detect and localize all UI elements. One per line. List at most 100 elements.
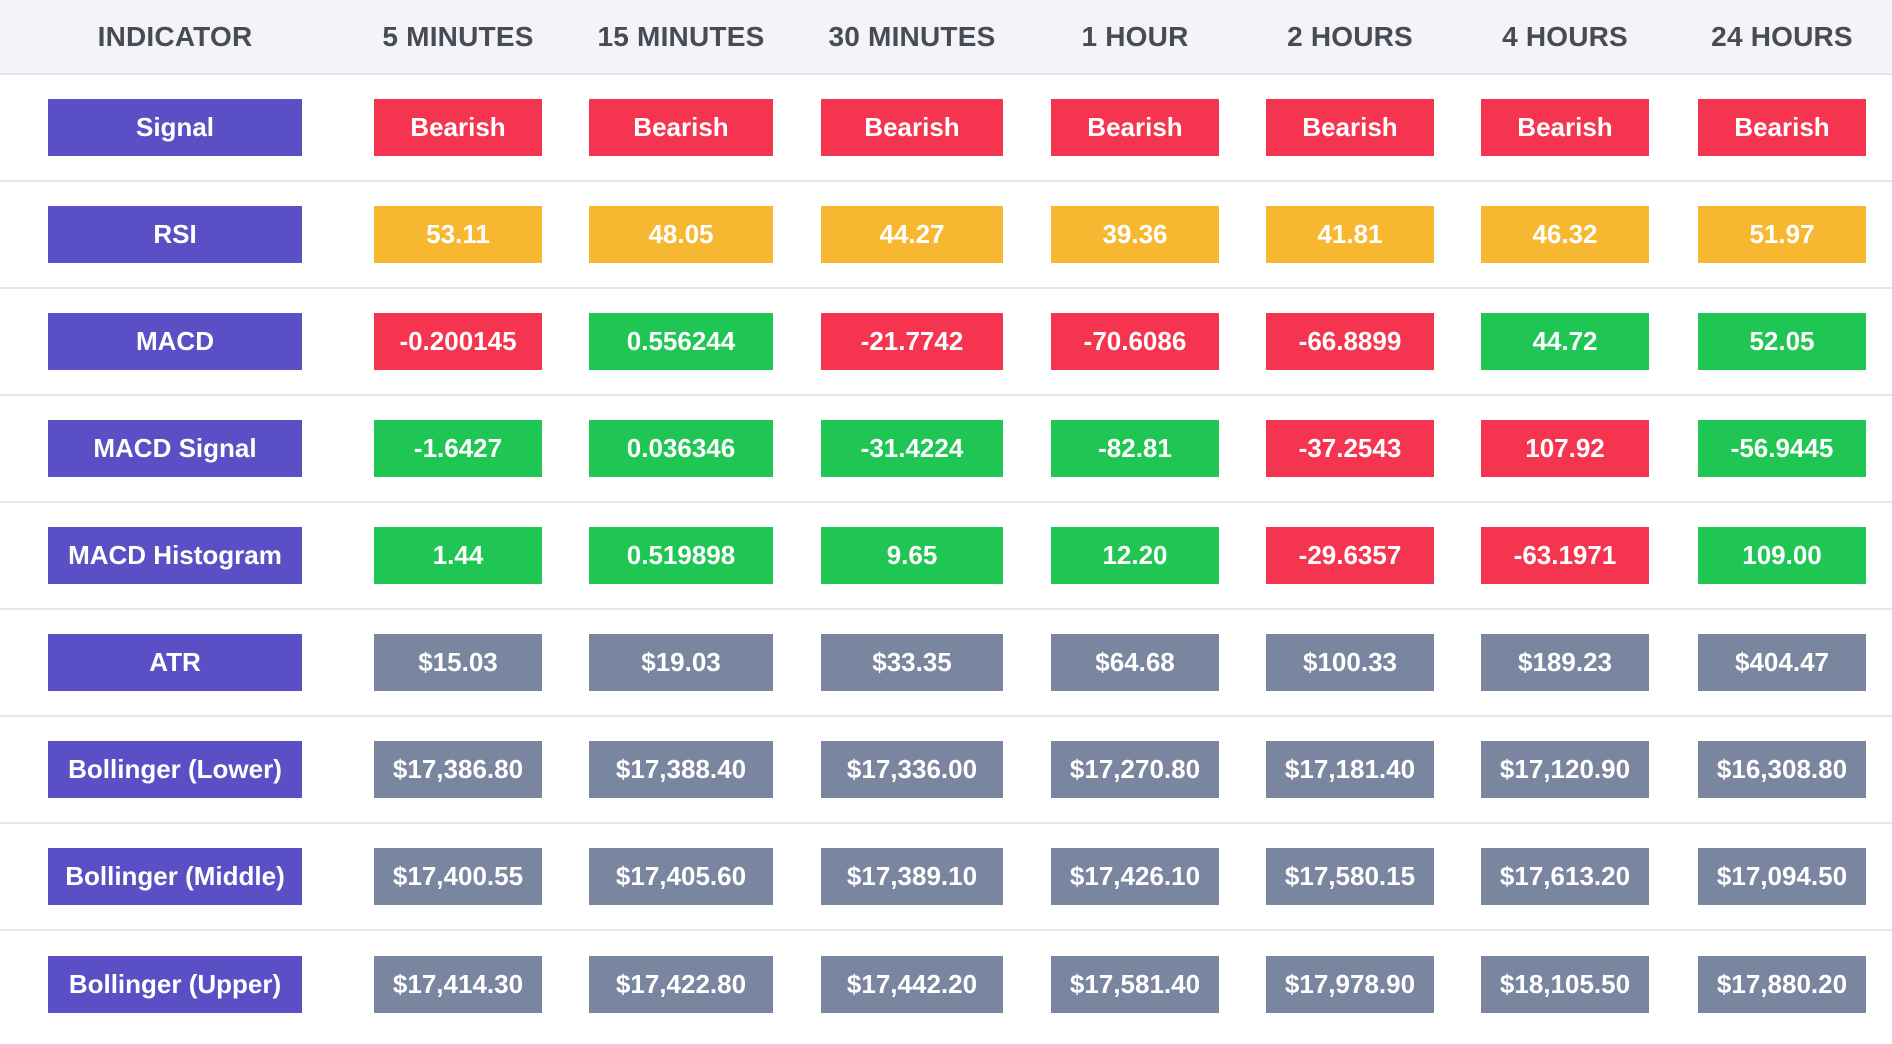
value-cell: $17,400.55 — [350, 823, 566, 931]
value-badge: 39.36 — [1051, 206, 1219, 263]
value-badge: $17,880.20 — [1698, 955, 1866, 1013]
value-cell: 41.81 — [1242, 181, 1458, 289]
value-badge: 44.27 — [821, 206, 1003, 263]
value-cell: -31.4224 — [796, 395, 1028, 503]
value-badge: 44.72 — [1481, 313, 1649, 370]
table-row: Bollinger (Upper) $17,414.30 $17,422.80 $17… — [0, 930, 1892, 1037]
indicator-label: MACD Histogram — [48, 527, 302, 584]
value-cell: $17,388.40 — [566, 716, 796, 824]
value-cell: $16,308.80 — [1672, 716, 1892, 824]
value-badge: 0.519898 — [589, 527, 773, 584]
value-badge: -63.1971 — [1481, 527, 1649, 584]
indicator-cell: Bollinger (Upper) — [0, 930, 350, 1037]
table-row: MACD Histogram 1.44 0.519898 9.65 12.20 -29.6… — [0, 502, 1892, 610]
value-cell: $189.23 — [1458, 609, 1672, 717]
value-cell: -37.2543 — [1242, 395, 1458, 503]
indicator-label: Bollinger (Middle) — [48, 848, 302, 905]
value-badge: $33.35 — [821, 634, 1003, 691]
value-badge: $17,389.10 — [821, 848, 1003, 905]
value-badge: $17,388.40 — [589, 741, 773, 798]
indicator-cell: ATR — [0, 609, 350, 717]
value-cell: -1.6427 — [350, 395, 566, 503]
value-badge: $17,094.50 — [1698, 848, 1866, 905]
value-cell: Bearish — [1028, 74, 1242, 182]
value-cell: $17,405.60 — [566, 823, 796, 931]
value-badge: 12.20 — [1051, 527, 1219, 584]
indicator-cell: Bollinger (Middle) — [0, 823, 350, 931]
indicator-label: Signal — [48, 99, 302, 156]
value-badge: $17,400.55 — [374, 848, 542, 905]
value-cell: $17,386.80 — [350, 716, 566, 824]
value-cell: 51.97 — [1672, 181, 1892, 289]
value-cell: $17,613.20 — [1458, 823, 1672, 931]
value-cell: $17,094.50 — [1672, 823, 1892, 931]
value-cell: 1.44 — [350, 502, 566, 610]
value-cell: -63.1971 — [1458, 502, 1672, 610]
header-15-minutes: 15 MINUTES — [566, 0, 796, 75]
value-badge: 51.97 — [1698, 206, 1866, 263]
value-cell: -56.9445 — [1672, 395, 1892, 503]
value-badge: Bearish — [1266, 99, 1434, 156]
value-cell: $33.35 — [796, 609, 1028, 717]
value-cell: $17,978.90 — [1242, 930, 1458, 1037]
value-badge: $17,426.10 — [1051, 848, 1219, 905]
value-badge: 0.036346 — [589, 420, 773, 477]
value-badge: 46.32 — [1481, 206, 1649, 263]
value-badge: 109.00 — [1698, 527, 1866, 584]
value-cell: $17,270.80 — [1028, 716, 1242, 824]
value-badge: -37.2543 — [1266, 420, 1434, 477]
value-cell: 0.036346 — [566, 395, 796, 503]
value-badge: 0.556244 — [589, 313, 773, 370]
value-cell: Bearish — [1242, 74, 1458, 182]
value-badge: $404.47 — [1698, 634, 1866, 691]
value-badge: $17,581.40 — [1051, 955, 1219, 1013]
value-badge: $17,386.80 — [374, 741, 542, 798]
value-badge: 9.65 — [821, 527, 1003, 584]
value-cell: $17,389.10 — [796, 823, 1028, 931]
value-badge: Bearish — [1481, 99, 1649, 156]
table-row: Signal Bearish Bearish Bearish Bearish Bearis… — [0, 74, 1892, 182]
value-cell: $64.68 — [1028, 609, 1242, 717]
value-badge: $17,978.90 — [1266, 955, 1434, 1013]
table-header: INDICATOR 5 MINUTES 15 MINUTES 30 MINUTE… — [0, 0, 1892, 75]
indicator-cell: MACD Signal — [0, 395, 350, 503]
value-badge: -56.9445 — [1698, 420, 1866, 477]
value-badge: 107.92 — [1481, 420, 1649, 477]
value-badge: $17,422.80 — [589, 955, 773, 1013]
value-badge: -31.4224 — [821, 420, 1003, 477]
value-badge: 41.81 — [1266, 206, 1434, 263]
value-badge: -29.6357 — [1266, 527, 1434, 584]
value-cell: $404.47 — [1672, 609, 1892, 717]
value-cell: Bearish — [350, 74, 566, 182]
value-cell: Bearish — [796, 74, 1028, 182]
table-row: MACD Signal -1.6427 0.036346 -31.4224 -82.81… — [0, 395, 1892, 503]
value-badge: $100.33 — [1266, 634, 1434, 691]
value-badge: Bearish — [1698, 99, 1866, 156]
value-cell: $17,880.20 — [1672, 930, 1892, 1037]
value-cell: $17,581.40 — [1028, 930, 1242, 1037]
indicator-cell: RSI — [0, 181, 350, 289]
value-cell: -29.6357 — [1242, 502, 1458, 610]
value-cell: -82.81 — [1028, 395, 1242, 503]
value-badge: Bearish — [821, 99, 1003, 156]
value-badge: $17,405.60 — [589, 848, 773, 905]
value-badge: $19.03 — [589, 634, 773, 691]
indicator-label: MACD — [48, 313, 302, 370]
value-cell: $17,120.90 — [1458, 716, 1672, 824]
value-cell: $15.03 — [350, 609, 566, 717]
value-cell: $17,414.30 — [350, 930, 566, 1037]
table-body: Signal Bearish Bearish Bearish Bearish Bearis… — [0, 74, 1892, 1037]
indicator-label: MACD Signal — [48, 420, 302, 477]
value-cell: $100.33 — [1242, 609, 1458, 717]
value-cell: 9.65 — [796, 502, 1028, 610]
value-cell: 44.27 — [796, 181, 1028, 289]
value-badge: -66.8899 — [1266, 313, 1434, 370]
value-badge: 53.11 — [374, 206, 542, 263]
value-cell: 46.32 — [1458, 181, 1672, 289]
value-cell: 109.00 — [1672, 502, 1892, 610]
value-cell: $19.03 — [566, 609, 796, 717]
value-cell: 107.92 — [1458, 395, 1672, 503]
header-24-hours: 24 HOURS — [1672, 0, 1892, 75]
